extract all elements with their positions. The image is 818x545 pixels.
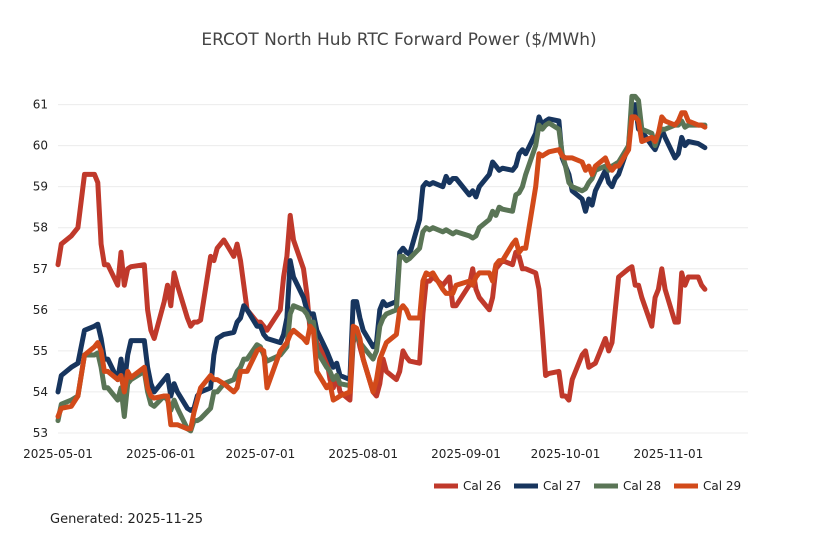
y-tick-label: 54 (33, 385, 48, 399)
x-tick-label: 2025-05-01 (23, 447, 93, 461)
series-line-cal-27 (55, 102, 708, 413)
y-tick-label: 58 (33, 221, 48, 235)
y-tick-label: 55 (33, 344, 48, 358)
y-tick-label: 61 (33, 98, 48, 112)
chart-title: ERCOT North Hub RTC Forward Power ($/MWh… (201, 30, 596, 50)
legend-label: Cal 26 (463, 479, 501, 493)
x-tick-label: 2025-07-01 (225, 447, 295, 461)
series-line-cal-28 (55, 93, 708, 434)
y-tick-label: 56 (33, 303, 48, 317)
x-tick-label: 2025-06-01 (126, 447, 196, 461)
legend-label: Cal 28 (623, 479, 661, 493)
generated-footnote: Generated: 2025-11-25 (50, 512, 204, 527)
x-tick-label: 2025-11-01 (634, 447, 704, 461)
series-line-cal-29 (55, 110, 708, 432)
y-tick-label: 60 (33, 139, 48, 153)
legend-label: Cal 29 (703, 479, 741, 493)
x-tick-label: 2025-10-01 (531, 447, 601, 461)
y-tick-label: 53 (33, 426, 48, 440)
x-tick-label: 2025-08-01 (328, 447, 398, 461)
y-axis-ticks: 53 54 55 56 57 58 59 60 61 (33, 98, 48, 440)
series-line-cal-26 (55, 171, 708, 403)
y-tick-label: 59 (33, 180, 48, 194)
legend: Cal 26 Cal 27 Cal 28 Cal 29 (434, 479, 741, 493)
x-axis-ticks: 2025-05-01 2025-06-01 2025-07-01 2025-08-01… (23, 447, 703, 461)
y-tick-label: 57 (33, 262, 48, 276)
legend-label: Cal 27 (543, 479, 581, 493)
series-lines (55, 93, 708, 434)
x-tick-label: 2025-09-01 (431, 447, 501, 461)
